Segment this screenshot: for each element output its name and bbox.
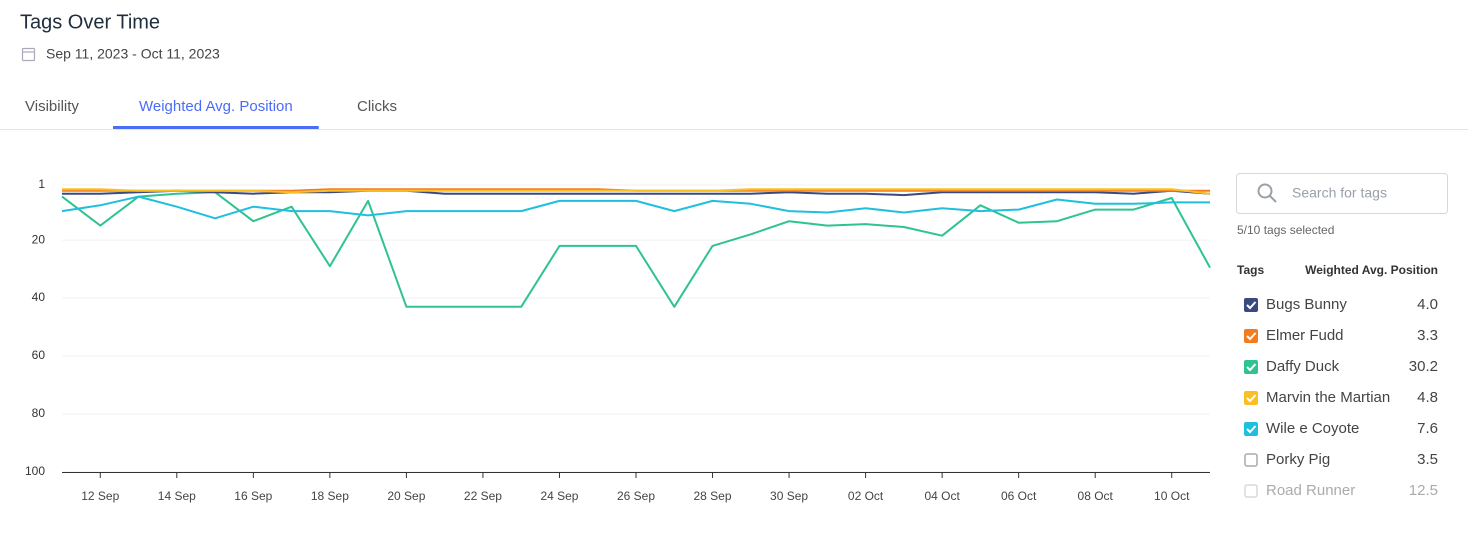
search-placeholder: Search for tags [1292, 185, 1387, 201]
tag-name: Daffy Duck [1266, 358, 1340, 375]
y-tick-label: 20 [32, 232, 46, 246]
x-tick-label: 02 Oct [848, 489, 884, 503]
series-line [62, 189, 1211, 197]
checkbox[interactable] [1244, 329, 1258, 343]
tag-value: 7.6 [1417, 420, 1438, 437]
tab[interactable]: Weighted Avg. Position [139, 98, 293, 115]
x-tick-label: 28 Sep [694, 489, 732, 503]
tab[interactable]: Clicks [357, 98, 397, 115]
checkmark [1246, 332, 1257, 341]
column-header: Weighted Avg. Position [1305, 263, 1438, 277]
checkbox[interactable] [1244, 391, 1258, 405]
tag-name: Porky Pig [1266, 451, 1330, 468]
checkmark [1246, 363, 1257, 372]
date-range: Sep 11, 2023 - Oct 11, 2023 [46, 46, 220, 62]
x-tick-label: 26 Sep [617, 489, 655, 503]
x-tick-label: 10 Oct [1154, 489, 1190, 503]
x-tick-label: 24 Sep [540, 489, 578, 503]
checkbox[interactable] [1244, 484, 1258, 498]
tag-value: 3.3 [1417, 327, 1438, 344]
tag-value: 12.5 [1409, 482, 1438, 499]
search-box[interactable] [1236, 173, 1448, 214]
checkbox[interactable] [1244, 453, 1258, 467]
x-tick-label: 14 Sep [158, 489, 196, 503]
y-tick-label: 1 [38, 177, 45, 191]
search-icon [1257, 183, 1277, 203]
tag-name: Marvin the Martian [1266, 389, 1390, 406]
tag-value: 30.2 [1409, 358, 1438, 375]
selected-count: 5/10 tags selected [1237, 223, 1334, 237]
y-tick-label: 100 [25, 464, 45, 478]
x-tick-label: 12 Sep [81, 489, 119, 503]
tag-value: 3.5 [1417, 451, 1438, 468]
checkbox[interactable] [1244, 422, 1258, 436]
x-tick-label: 22 Sep [464, 489, 502, 503]
x-tick-label: 20 Sep [387, 489, 425, 503]
calendar-icon [21, 47, 36, 62]
checkmark [1246, 394, 1257, 403]
tab[interactable]: Visibility [25, 98, 79, 115]
x-tick-label: 08 Oct [1078, 489, 1114, 503]
y-tick-label: 40 [32, 290, 46, 304]
series-line [61, 195, 1210, 220]
series-line [62, 188, 1211, 195]
series-line [61, 191, 1211, 308]
tag-name: Bugs Bunny [1266, 296, 1347, 313]
column-header: Tags [1237, 263, 1264, 277]
y-tick-label: 60 [32, 348, 46, 362]
x-tick-label: 30 Sep [770, 489, 808, 503]
x-tick-label: 16 Sep [234, 489, 272, 503]
checkbox[interactable] [1244, 298, 1258, 312]
tag-name: Elmer Fudd [1266, 327, 1344, 344]
page-title: Tags Over Time [20, 11, 160, 33]
checkmark [1246, 301, 1257, 310]
tag-row: Road Runner 12.5 [1244, 482, 1438, 499]
checkmark [1246, 425, 1257, 434]
x-tick-label: 04 Oct [924, 489, 960, 503]
tag-row: Porky Pig 3.5 [1244, 451, 1438, 468]
tag-value: 4.8 [1417, 389, 1438, 406]
checkbox[interactable] [1244, 360, 1258, 374]
x-tick-label: 06 Oct [1001, 489, 1037, 503]
y-tick-label: 80 [32, 406, 46, 420]
x-tick-label: 18 Sep [311, 489, 349, 503]
tag-value: 4.0 [1417, 296, 1438, 313]
tag-name: Wile e Coyote [1266, 420, 1359, 437]
active-tab-underline [113, 126, 319, 129]
tag-name: Road Runner [1266, 482, 1355, 499]
